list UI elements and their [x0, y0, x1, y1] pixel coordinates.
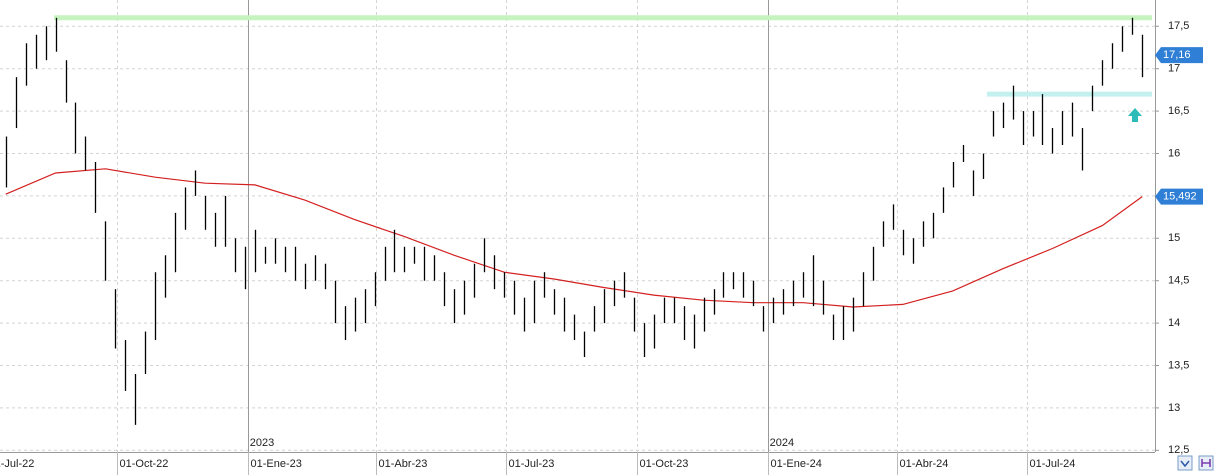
- y-tick-label: 15: [1168, 232, 1180, 244]
- zoom-icon: [1201, 459, 1211, 467]
- year-label: 2024: [770, 437, 794, 449]
- x-tick-label: 01-Oct-23: [640, 458, 689, 470]
- price-tag: [1155, 188, 1203, 205]
- x-tick-label: 01-Abr-24: [900, 458, 949, 470]
- scroll-icon: [1180, 460, 1190, 468]
- y-tick-label: 14,5: [1168, 275, 1189, 287]
- y-tick-label: 14: [1168, 317, 1180, 329]
- price-tag-label: 15,492: [1163, 190, 1197, 202]
- x-tick-label: 01-Oct-22: [120, 458, 169, 470]
- y-tick-label: 13: [1168, 402, 1180, 414]
- x-tick-label: 01-Jul-23: [509, 458, 555, 470]
- signal-arrow: [1128, 108, 1142, 122]
- moving-average-line: [5, 168, 1143, 308]
- plot-area: [0, 0, 1155, 475]
- x-tick-label: 01-Jul-22: [0, 458, 34, 470]
- y-tick-label: 17: [1168, 63, 1180, 75]
- price-tag-label: 17,16: [1163, 49, 1191, 61]
- x-tick-label: 01-Ene-23: [251, 458, 302, 470]
- x-tick-label: 01-Ene-24: [771, 458, 822, 470]
- y-tick-label: 17,5: [1168, 20, 1189, 32]
- y-tick-label: 16: [1168, 147, 1180, 159]
- y-tick-label: 12,5: [1168, 444, 1189, 456]
- price-tag: [1155, 47, 1203, 64]
- x-tick-label: 01-Jul-24: [1030, 458, 1076, 470]
- x-tick-label: 01-Abr-23: [379, 458, 428, 470]
- y-tick-label: 13,5: [1168, 359, 1189, 371]
- corner-icons[interactable]: [1177, 455, 1214, 471]
- scroll-button[interactable]: [1177, 455, 1193, 471]
- year-label: 2023: [250, 437, 274, 449]
- y-tick-label: 16,5: [1168, 105, 1189, 117]
